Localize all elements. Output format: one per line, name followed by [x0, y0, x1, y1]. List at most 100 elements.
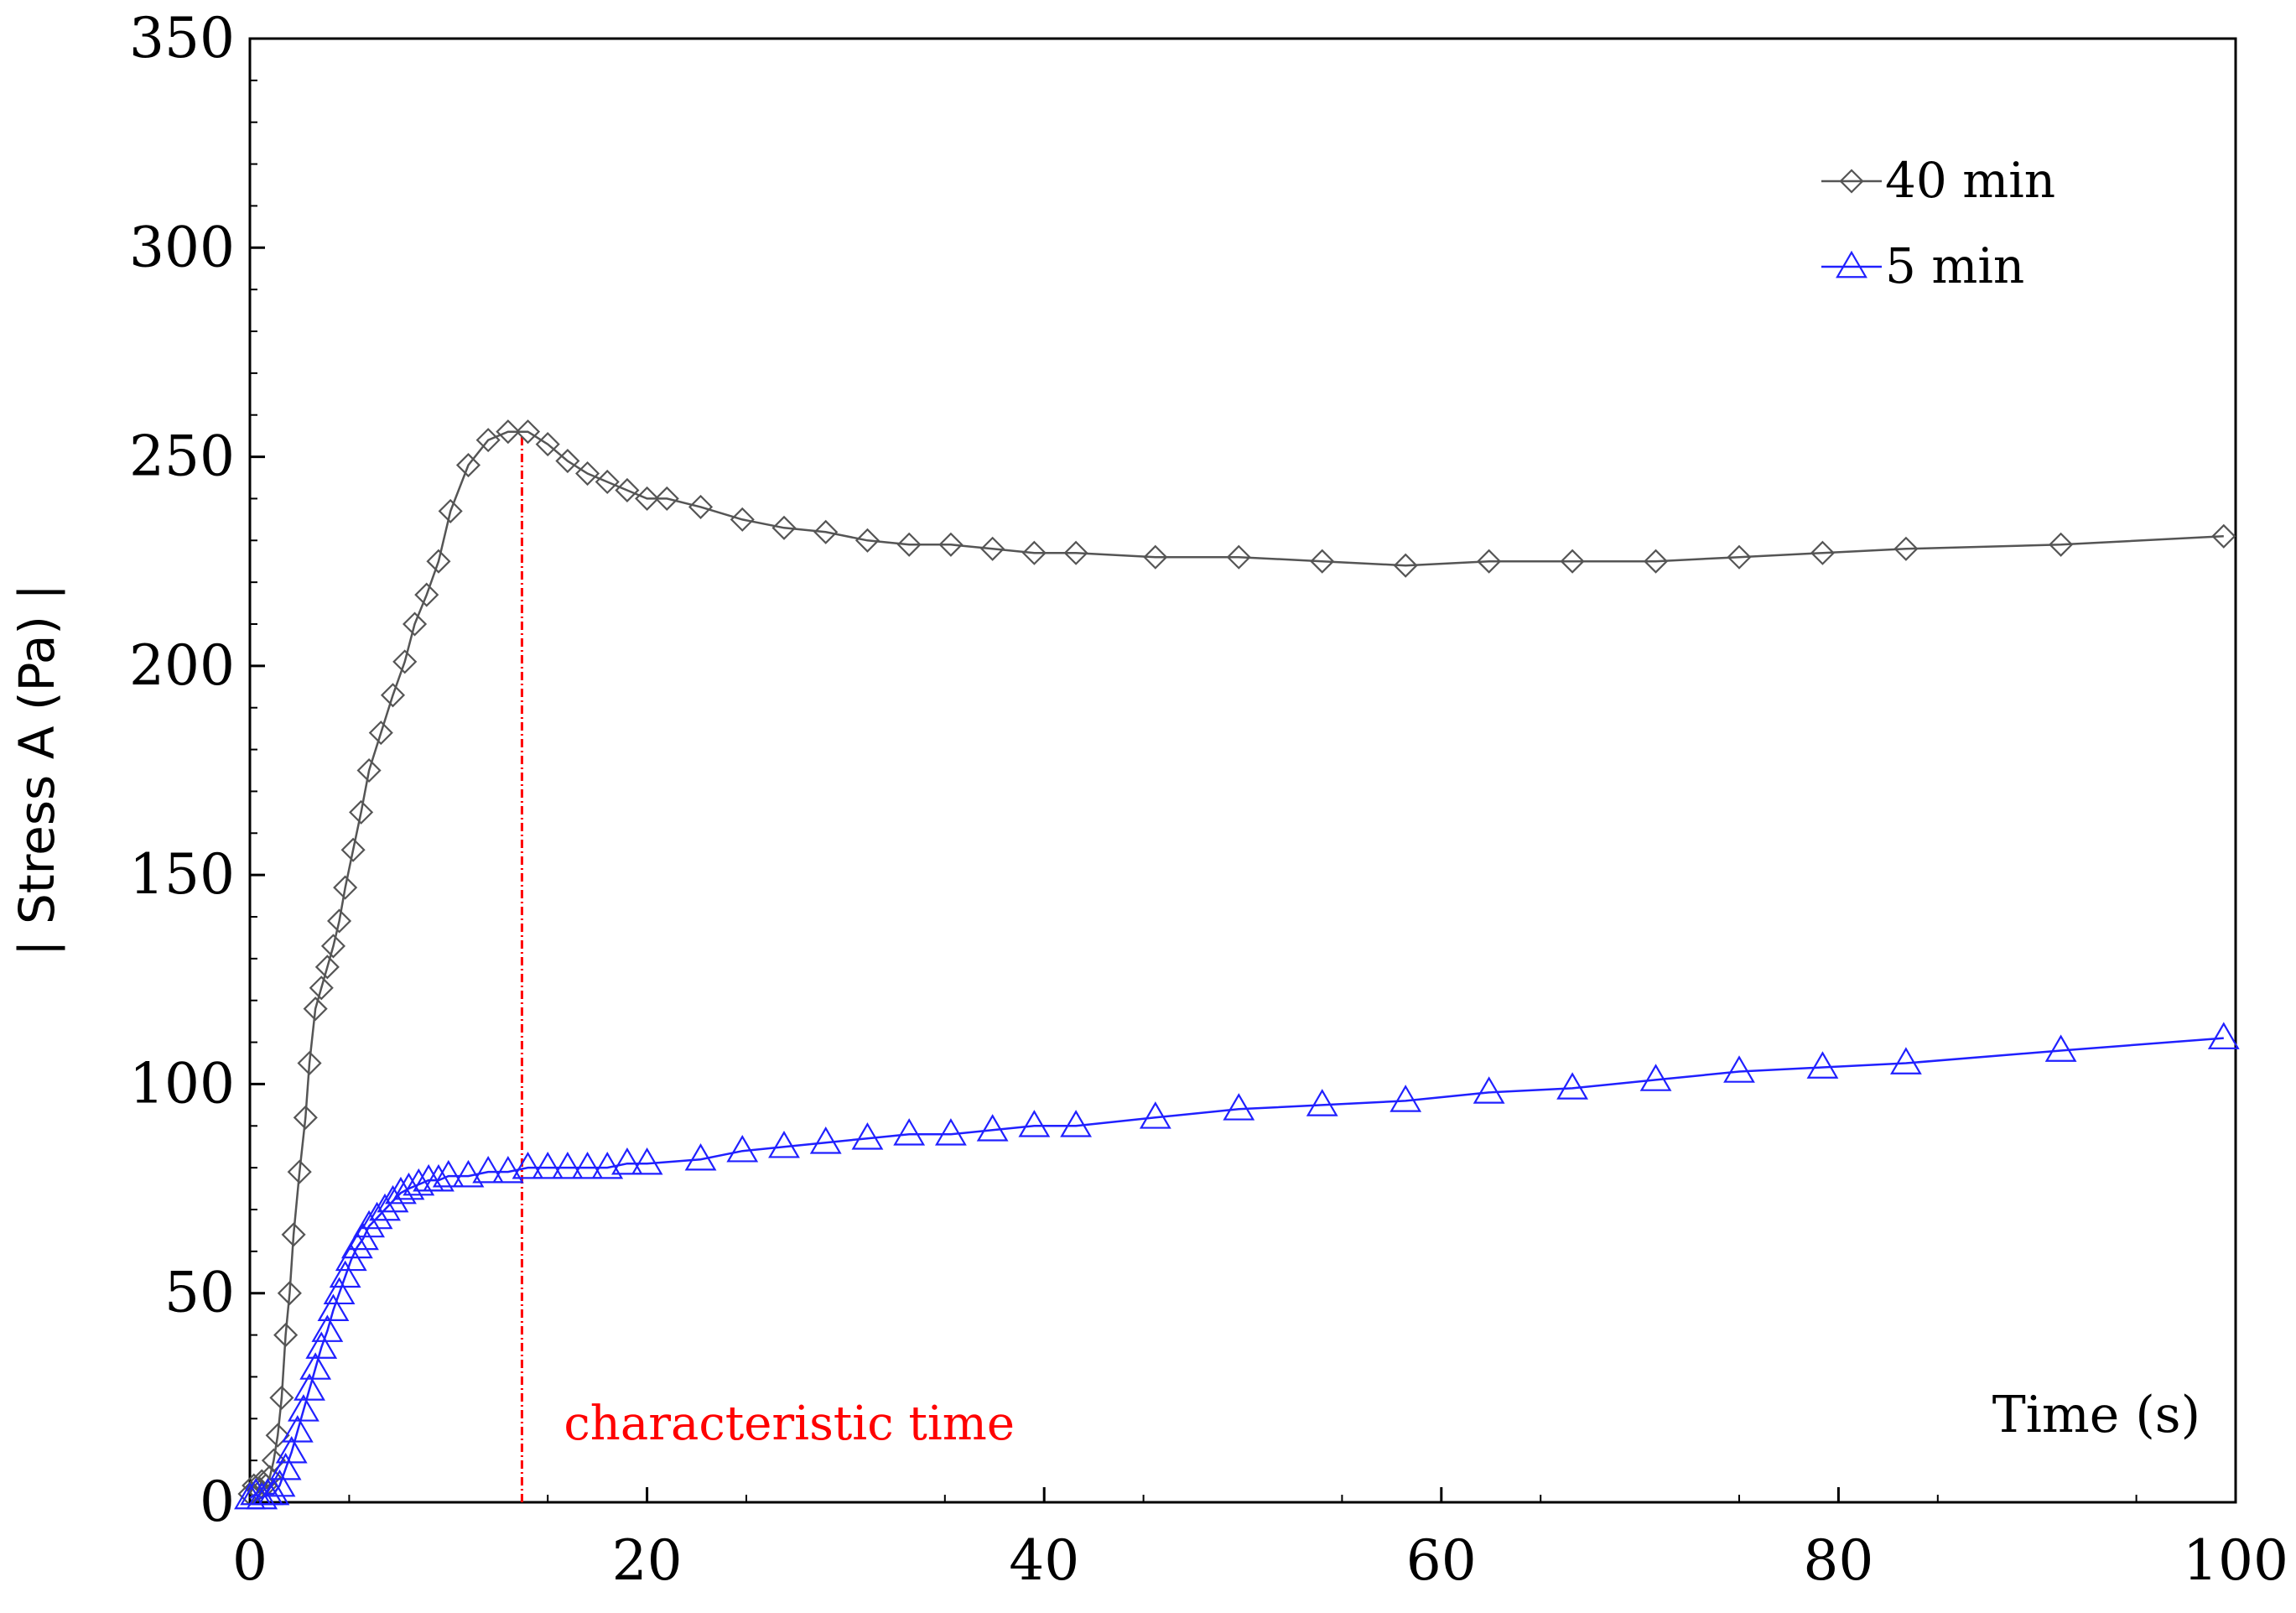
series-5-min [234, 1022, 2240, 1510]
data-point [595, 469, 620, 495]
data-point [730, 507, 755, 532]
data-point [369, 1193, 401, 1221]
data-point [1310, 549, 1335, 574]
data-point [771, 515, 797, 540]
data-point [305, 1331, 338, 1359]
data-point [1143, 544, 1168, 570]
data-point [809, 1126, 842, 1154]
data-point [2049, 532, 2074, 557]
data-point [1723, 1055, 1755, 1083]
data-point [380, 683, 406, 708]
characteristic-time-label: characteristic time [564, 1397, 1015, 1451]
x-tick-label: 0 [232, 1528, 268, 1593]
data-point [265, 1423, 290, 1448]
data-point [2044, 1034, 2077, 1062]
data-point [1727, 544, 1752, 570]
data-point [314, 955, 340, 980]
data-point [403, 1168, 435, 1196]
data-point [855, 528, 880, 553]
data-point [275, 1435, 308, 1464]
data-point [1890, 1047, 1922, 1074]
data-point [414, 582, 439, 607]
data-point [297, 1050, 322, 1076]
data-point [1477, 549, 1502, 574]
y-tick-label: 0 [200, 1470, 235, 1534]
data-point [1473, 1076, 1505, 1104]
data-point [1060, 1110, 1092, 1137]
data-point [1223, 1093, 1255, 1121]
data-point [1390, 1085, 1422, 1112]
data-point [551, 1151, 584, 1179]
data-point [1139, 1101, 1171, 1129]
data-point [896, 532, 922, 557]
data-point [535, 432, 560, 457]
data-point [1806, 1051, 1839, 1079]
data-point [591, 1151, 624, 1179]
data-point [1306, 1089, 1338, 1116]
data-point [452, 1159, 485, 1188]
data-point [385, 1176, 417, 1205]
legend-marker [1839, 169, 1864, 194]
y-tick-label: 150 [129, 842, 235, 907]
data-point [432, 1159, 465, 1188]
data-point [1643, 549, 1669, 574]
data-point [269, 1385, 294, 1410]
data-point [263, 1469, 296, 1497]
data-point [320, 934, 346, 959]
data-point [512, 1151, 544, 1179]
legend: 40 min 5 min [1821, 152, 2055, 294]
legend-marker [1836, 250, 1867, 278]
data-point [491, 1155, 524, 1184]
data-point [575, 460, 600, 487]
series-40-min [237, 419, 2236, 1506]
data-point [293, 1105, 318, 1130]
data-point [329, 1260, 361, 1288]
data-point [288, 1394, 319, 1422]
plot-frame [248, 37, 2237, 1504]
data-point [726, 1135, 759, 1163]
data-point [893, 1118, 926, 1146]
data-point [333, 875, 358, 900]
legend-label-5-min: 5 min [1885, 237, 2024, 294]
data-point [303, 996, 328, 1022]
y-tick-label: 350 [129, 6, 235, 70]
data-point [635, 486, 660, 511]
data-point [327, 908, 352, 934]
x-tick-label: 60 [1406, 1528, 1477, 1593]
data-point [277, 1281, 302, 1306]
data-point [2207, 1022, 2240, 1049]
data-point [273, 1323, 299, 1348]
legend-item-5-min: 5 min [1821, 237, 2024, 294]
data-point [532, 1151, 564, 1179]
legend-marker-diamond [1839, 169, 1864, 194]
data-point [684, 1142, 717, 1171]
data-point [1226, 544, 1251, 570]
axis-tick-labels: 0 20 40 60 80 100 0 50 100 150 200 250 300 350 [129, 6, 2288, 1593]
x-axis-title: Time (s) [1992, 1386, 2200, 1444]
data-point [934, 1118, 967, 1146]
data-point [368, 721, 393, 746]
data-point [1556, 1072, 1588, 1100]
data-point [768, 1131, 800, 1158]
y-tick-label: 200 [129, 633, 235, 698]
legend-marker-triangle [1836, 250, 1867, 278]
data-point [938, 532, 964, 557]
data-point [257, 1477, 290, 1506]
data-point [851, 1122, 884, 1150]
data-point [976, 1114, 1009, 1142]
data-point [571, 1151, 604, 1179]
data-point [688, 494, 714, 519]
x-tick-label: 40 [1009, 1528, 1079, 1593]
y-tick-label: 300 [129, 215, 235, 279]
data-point [361, 1201, 393, 1230]
y-axis-title: | Stress A (Pa) | [8, 584, 65, 956]
legend-label-40-min: 40 min [1885, 152, 2055, 209]
data-point [438, 498, 463, 523]
series-layer [234, 419, 2240, 1510]
data-point [475, 428, 501, 453]
x-tick-label: 80 [1803, 1528, 1873, 1593]
data-point [293, 1373, 325, 1401]
data-point [611, 1147, 643, 1175]
data-point [281, 1415, 314, 1443]
